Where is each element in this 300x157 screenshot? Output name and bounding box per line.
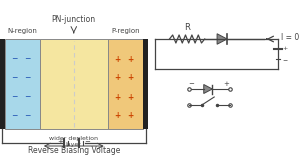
Text: −: − bbox=[84, 139, 90, 145]
Text: +: + bbox=[114, 111, 120, 121]
Text: −: − bbox=[11, 111, 17, 121]
Text: +: + bbox=[114, 54, 120, 63]
Bar bbox=[0, 39, 5, 129]
Text: +: + bbox=[58, 139, 63, 145]
Bar bbox=[40, 39, 108, 129]
Bar bbox=[143, 39, 148, 129]
Text: N-region: N-region bbox=[8, 28, 37, 34]
Text: −: − bbox=[283, 57, 288, 62]
Text: −: − bbox=[11, 54, 17, 63]
Text: wider depletion
layer: wider depletion layer bbox=[49, 136, 98, 147]
Text: +: + bbox=[283, 46, 288, 51]
Text: −: − bbox=[24, 111, 31, 121]
Text: +: + bbox=[127, 111, 134, 121]
Bar bbox=[5, 39, 40, 129]
Text: +: + bbox=[114, 73, 120, 82]
Polygon shape bbox=[217, 34, 227, 44]
Text: −: − bbox=[24, 54, 31, 63]
Text: +: + bbox=[127, 54, 134, 63]
Text: Reverse Biasing Voltage: Reverse Biasing Voltage bbox=[28, 146, 120, 155]
Text: +: + bbox=[127, 73, 134, 82]
Text: −: − bbox=[188, 81, 194, 87]
Text: +: + bbox=[114, 92, 120, 101]
Text: −: − bbox=[11, 92, 17, 101]
Text: −: − bbox=[11, 73, 17, 82]
Text: −: − bbox=[24, 92, 31, 101]
Text: P-region: P-region bbox=[111, 28, 140, 34]
Text: PN-junction: PN-junction bbox=[52, 15, 96, 24]
Text: +: + bbox=[127, 92, 134, 101]
Text: −: − bbox=[24, 73, 31, 82]
Polygon shape bbox=[204, 84, 212, 94]
Text: R: R bbox=[184, 23, 190, 32]
Bar bbox=[108, 39, 143, 129]
Text: +: + bbox=[224, 81, 230, 87]
Text: I = 0: I = 0 bbox=[281, 33, 299, 43]
